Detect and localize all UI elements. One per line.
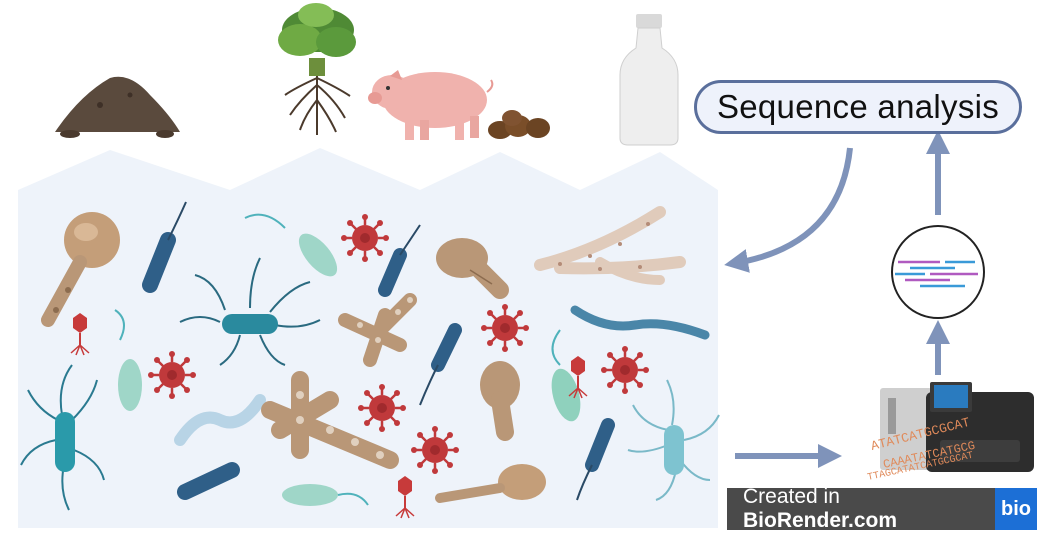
bacterium-icon [570, 305, 710, 340]
bacterium-icon [576, 418, 615, 501]
fungal-hyphae-icon [41, 212, 120, 327]
bacterium-icon [177, 462, 240, 500]
virus-icon [146, 349, 198, 401]
bacterium-icon [378, 224, 421, 297]
bacterium-icon [551, 329, 581, 422]
bacterium-icon [282, 484, 369, 506]
manure-icon [488, 110, 550, 139]
bacterium-icon [419, 323, 462, 406]
biorender-logo-icon: bio [995, 488, 1037, 530]
bacterium-icon [244, 213, 338, 277]
biorender-watermark: Created in BioRender.com bio [727, 485, 1037, 533]
pig-icon [368, 70, 494, 140]
bacterium-icon [20, 364, 105, 511]
virus-icon [599, 344, 651, 396]
virus-icon [339, 212, 391, 264]
bacterium-icon [114, 309, 142, 411]
virus-icon [409, 424, 461, 476]
bacterium-icon [627, 379, 720, 501]
spore-icon [436, 238, 509, 299]
bacterium-icon [174, 394, 266, 446]
watermark-prefix: Created in [743, 485, 840, 508]
virus-icon [479, 302, 531, 354]
watermark-text: Created in BioRender.com [727, 485, 995, 533]
fungal-hyphae-icon [534, 206, 686, 285]
bacterium-icon [142, 201, 187, 293]
watermark-brand: BioRender.com [743, 509, 898, 532]
spore-icon [480, 361, 520, 441]
bacterium-icon [179, 257, 321, 366]
fungal-hyphae-icon [338, 293, 417, 367]
soil-icon [55, 76, 180, 138]
plant-with-roots-icon [278, 3, 356, 135]
sequence-reads-icon [891, 225, 985, 319]
sequencer-icon [880, 382, 1034, 472]
fungal-hyphae-icon [261, 371, 399, 469]
sequence-analysis-label: Sequence analysis [694, 80, 1022, 134]
water-bottle-icon [619, 14, 679, 146]
arrow-to-environment [724, 147, 853, 273]
spore-icon [435, 464, 546, 503]
virus-icon [356, 382, 408, 434]
